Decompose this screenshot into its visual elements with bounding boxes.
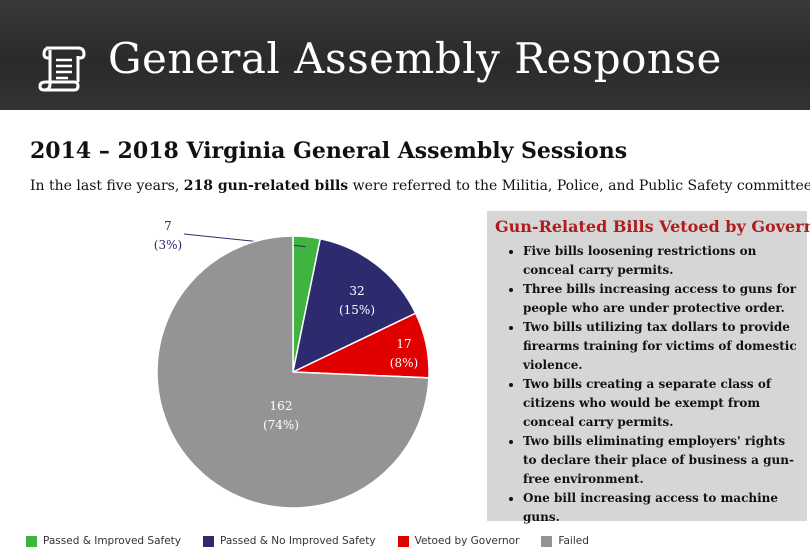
slice-percent-label: (8%)	[390, 356, 418, 370]
legend-item: Vetoed by Governor	[397, 535, 520, 547]
slice-percent-label: (3%)	[154, 238, 182, 252]
slice-percent-label: (74%)	[263, 418, 299, 432]
section-title: 2014 – 2018 Virginia General Assembly Se…	[30, 138, 628, 164]
veto-list-item: Three bills increasing access to guns fo…	[523, 280, 797, 318]
legend-swatch	[26, 535, 37, 547]
pie-slice	[291, 237, 417, 374]
legend-label: Passed & Improved Safety	[43, 535, 181, 547]
banner-title: General Assembly Response	[108, 34, 722, 83]
slice-value-label: 162	[270, 399, 293, 413]
scroll-icon	[38, 46, 86, 92]
legend-label: Failed	[558, 535, 589, 547]
legend-label: Passed & No Improved Safety	[220, 535, 376, 547]
intro-prefix: In the last five years,	[30, 178, 184, 194]
intro-highlight: 218 gun-related bills	[183, 178, 349, 194]
header-banner: General Assembly Response	[0, 0, 810, 110]
legend-swatch	[203, 535, 214, 547]
pie-slice	[156, 235, 430, 509]
veto-panel: Gun-Related Bills Vetoed by Governor Fiv…	[487, 211, 810, 524]
legend-label: Vetoed by Governor	[414, 535, 520, 547]
legend-item: Failed	[541, 535, 589, 547]
slice-value-label: 7	[164, 219, 172, 233]
pie-chart: 7 (3%) 32 (15%) 17 (8%) 162 (74%)	[154, 219, 430, 509]
intro-suffix: were referred to the Militia, Police, an…	[348, 178, 810, 194]
legend-swatch	[541, 535, 553, 547]
veto-list: Five bills loosening restrictions on con…	[495, 242, 797, 527]
legend-item: Passed & No Improved Safety	[203, 535, 376, 547]
veto-list-item: Two bills eliminating employers' rights …	[523, 432, 797, 489]
slice-value-label: 17	[396, 337, 411, 351]
legend-item: Passed & Improved Safety	[26, 535, 181, 547]
veto-list-item: Two bills utilizing tax dollars to provi…	[523, 318, 797, 375]
slice-value-label: 32	[349, 284, 364, 298]
legend-swatch	[397, 535, 409, 547]
veto-list-item: Five bills loosening restrictions on con…	[523, 242, 797, 280]
chart-legend: Passed & Improved Safety Passed & No Imp…	[26, 533, 611, 549]
veto-panel-title: Gun-Related Bills Vetoed by Governor	[495, 217, 810, 236]
veto-list-item: Two bills creating a separate class of c…	[523, 375, 797, 432]
veto-list-item: One bill increasing access to machine gu…	[523, 489, 797, 527]
intro-text: In the last five years, 218 gun-related …	[30, 178, 810, 194]
slice-percent-label: (15%)	[339, 303, 375, 317]
